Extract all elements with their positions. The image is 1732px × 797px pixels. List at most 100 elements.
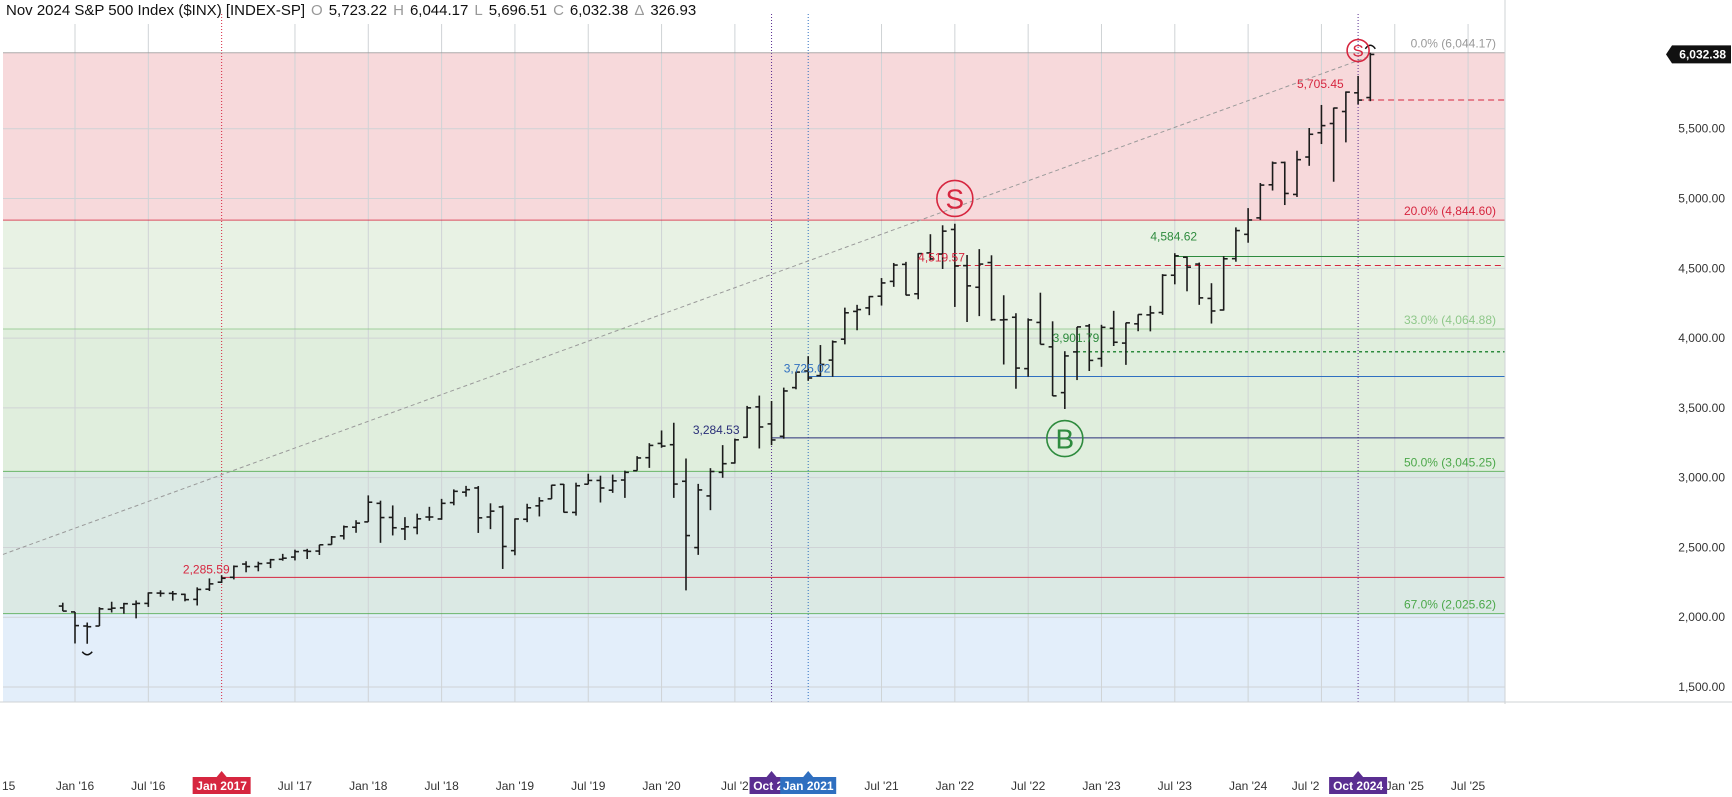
ohlc-bar xyxy=(1231,227,1240,262)
sell-signal-icon: S xyxy=(936,179,974,218)
x-tick-label: Jul '18 xyxy=(424,779,459,793)
ohlc-bar xyxy=(743,405,752,439)
ohlc-bar xyxy=(816,345,825,377)
ohlc-bar xyxy=(1036,292,1045,346)
ohlc-bar xyxy=(180,593,189,602)
tag-bg xyxy=(1329,777,1388,794)
ohlc-bar xyxy=(1085,323,1094,372)
ohlc-bar xyxy=(804,356,813,381)
ohlc-bar xyxy=(779,387,788,439)
y-tick-label: 2,500.00 xyxy=(1678,540,1725,554)
ohlc-bar xyxy=(205,578,214,591)
ohlc-bar xyxy=(388,505,397,536)
ohlc-bar xyxy=(352,520,361,533)
x-tick-label: Jan '22 xyxy=(936,779,975,793)
ohlc-bar xyxy=(1354,75,1363,105)
tag-bg xyxy=(192,777,251,794)
ohlc-bar xyxy=(144,592,153,607)
ohlc-bar xyxy=(547,484,556,500)
zone-band-1 xyxy=(3,220,1505,330)
ohlc-bar xyxy=(669,422,678,498)
ohlc-bar xyxy=(1011,313,1020,389)
tag-arrow xyxy=(803,771,814,777)
ohlc-bar xyxy=(914,252,923,300)
ohlc-bar xyxy=(1280,161,1289,206)
ohlc-bar xyxy=(535,497,544,517)
ohlc-bar xyxy=(1244,208,1253,243)
signal-letter: S xyxy=(1352,42,1363,61)
ohlc-bar xyxy=(718,445,727,478)
x-tick-label: Jan '24 xyxy=(1229,779,1268,793)
tag-bg xyxy=(780,777,837,794)
ohlc-bar xyxy=(950,223,959,307)
ohlc-bar xyxy=(168,590,177,601)
level-label: 3,725.02 xyxy=(784,361,831,375)
x-tick-label: Jul '19 xyxy=(571,779,606,793)
ohlc-bar xyxy=(376,500,385,543)
ohlc-bar xyxy=(865,295,874,316)
ohlc-bar xyxy=(107,601,116,613)
ohlc-bar xyxy=(645,443,654,468)
ohlc-bar xyxy=(119,602,128,614)
ohlc-bar xyxy=(791,371,800,390)
chart-title: Nov 2024 S&P 500 Index ($INX) [INDEX-SP] xyxy=(6,2,306,19)
ohlc-bar xyxy=(657,430,666,448)
ohlc-bar xyxy=(1158,274,1167,315)
ohlc-bar xyxy=(1219,256,1228,311)
zone-band-3 xyxy=(3,471,1505,614)
ohlc-bar xyxy=(462,485,471,497)
low-marker-icon xyxy=(81,651,93,656)
x-tick-label: Jul '2 xyxy=(721,779,749,793)
tag-label: Jan 2021 xyxy=(783,779,834,793)
ohlc-bar xyxy=(1146,305,1155,332)
ohlc-bar xyxy=(1073,326,1082,381)
ohlc-bar xyxy=(694,483,703,555)
x-tick-label: Jul '16 xyxy=(131,779,166,793)
ohlc-bar xyxy=(1195,262,1204,305)
ohlc-bar xyxy=(1329,107,1338,182)
ohlc-bar xyxy=(1305,127,1314,166)
ohlc-bar xyxy=(315,543,324,555)
ohlc-bar xyxy=(364,495,373,523)
ohlc-bar xyxy=(95,607,104,627)
ohlc-bar xyxy=(229,565,238,580)
signal-letter: B xyxy=(1056,423,1075,454)
ohlc-bar xyxy=(242,561,251,573)
ohlc-bar xyxy=(755,395,764,449)
y-tick-label: 4,500.00 xyxy=(1678,261,1725,275)
ohlc-bar xyxy=(706,468,715,511)
x-tick-label: Jul '25 xyxy=(1451,779,1486,793)
tag-label: Jan 2017 xyxy=(196,779,247,793)
ohlc-bar xyxy=(449,489,458,506)
open-value: 5,723.22 xyxy=(328,2,388,19)
high-marker-icon xyxy=(1364,44,1376,50)
low-value: 5,696.51 xyxy=(488,2,548,19)
ohlc-bar xyxy=(596,475,605,503)
signal-circle xyxy=(1046,419,1084,458)
ohlc-bar xyxy=(290,549,299,561)
ohlc-bar xyxy=(1097,324,1106,367)
x-tick-label: Jul '2 xyxy=(1292,779,1320,793)
ohlc-bar xyxy=(1048,321,1057,397)
low-key: L xyxy=(474,2,483,19)
ohlc-bar xyxy=(987,255,996,321)
tag-arrow xyxy=(1353,771,1364,777)
high-key: H xyxy=(393,2,404,19)
ohlc-bar xyxy=(938,225,947,269)
x-tick-label: Jan '16 xyxy=(56,779,95,793)
change-value: 326.93 xyxy=(650,2,697,19)
x-tick-label: Jan '20 xyxy=(642,779,681,793)
ohlc-bar xyxy=(1256,182,1265,221)
ohlc-bar xyxy=(254,561,263,572)
ohlc-bar xyxy=(437,498,446,520)
ohlc-bar xyxy=(1060,351,1069,409)
x-tick-label: 15 xyxy=(2,779,16,793)
ohlc-bar xyxy=(510,518,519,556)
tag-arrow xyxy=(766,771,777,777)
y-tick-label: 3,500.00 xyxy=(1678,401,1725,415)
ohlc-bar xyxy=(1109,310,1118,347)
ohlc-bar xyxy=(682,458,690,591)
ohlc-bar xyxy=(1183,256,1192,292)
y-tick-label: 5,000.00 xyxy=(1678,191,1725,205)
